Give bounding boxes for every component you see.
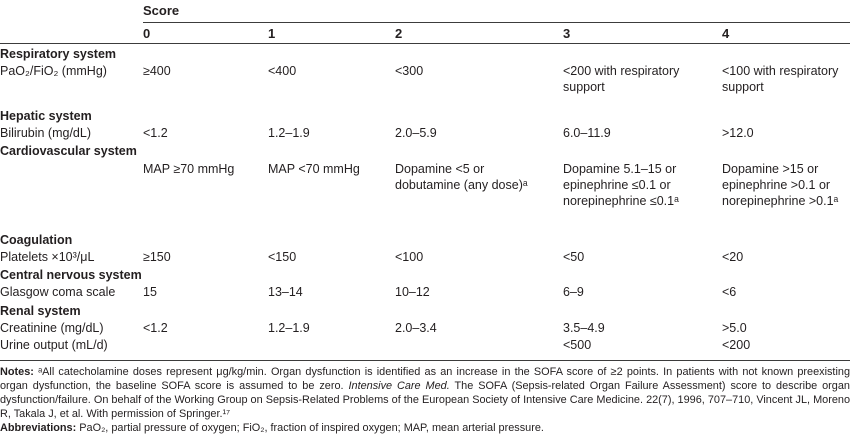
value-cell: <50: [563, 249, 585, 264]
value-cell: ≥150: [143, 249, 171, 264]
row-label: Urine output (mL/d): [0, 338, 108, 352]
score-col-1: 1: [268, 22, 395, 44]
abbreviations-text: PaO₂, partial pressure of oxygen; FiO₂, …: [76, 422, 544, 434]
score-col-2: 2: [395, 22, 563, 44]
table-row-glasgow: Glasgow coma scale 15 13–14 10–12 6–9 <6: [0, 283, 850, 300]
value-cell: MAP <70 mmHg: [268, 161, 360, 176]
value-cell: <150: [268, 249, 297, 264]
value-cell: <200: [722, 338, 751, 352]
value-cell: <20: [722, 249, 744, 264]
empty-corner-cell: [0, 0, 143, 22]
value-cell: 2.0–5.9: [395, 126, 437, 140]
table-row-platelets: Platelets ×10³/μL ≥150 <150 <100 <50 <20: [0, 248, 850, 265]
value-cell: 10–12: [395, 285, 430, 300]
notes-text-2: The SOFA (Sepsis-related Organ Failure A…: [0, 380, 850, 420]
score-col-3: 3: [563, 22, 722, 44]
table-row-map-dopamine: MAP ≥70 mmHg MAP <70 mmHg Dopamine <5 or…: [0, 160, 850, 230]
notes-label: Notes:: [0, 366, 34, 378]
empty-corner-cell: [0, 22, 143, 44]
abbreviations: Abbreviations: PaO₂, partial pressure of…: [0, 421, 850, 435]
value-cell: <100: [395, 249, 424, 264]
value-cell: >12.0: [722, 126, 754, 140]
value-cell: <300: [395, 63, 424, 78]
value-cell: <200 with respiratory support: [563, 63, 680, 94]
section-title: Central nervous system: [0, 268, 142, 282]
value-cell: Dopamine >15 or epinephrine >0.1 or nore…: [722, 161, 839, 209]
value-cell: [268, 336, 395, 358]
row-label: PaO₂/FiO₂ (mmHg): [0, 63, 107, 78]
section-header-cns: Central nervous system: [0, 265, 850, 283]
section-title: Coagulation: [0, 232, 73, 247]
section-header-coagulation: Coagulation: [0, 230, 850, 248]
value-cell: <500: [563, 338, 592, 352]
value-cell: Dopamine <5 or dobutamine (any dose)ᵃ: [395, 161, 528, 192]
section-header-renal: Renal system: [0, 301, 850, 319]
table-row-pao2: PaO₂/FiO₂ (mmHg) ≥400 <400 <300 <200 wit…: [0, 62, 850, 106]
value-cell: Dopamine 5.1–15 or epinephrine ≤0.1 or n…: [563, 161, 679, 209]
value-cell: [395, 336, 563, 358]
row-label: Bilirubin (mg/dL): [0, 126, 92, 140]
value-cell: <400: [268, 63, 297, 78]
table-row-bilirubin: Bilirubin (mg/dL) <1.2 1.2–1.9 2.0–5.9 6…: [0, 124, 850, 141]
score-number-row: 0 1 2 3 4: [0, 22, 850, 44]
score-header-row: Score: [0, 0, 850, 23]
notes-text-1: ᵃAll catecholamine doses represent μg/kg…: [0, 366, 850, 392]
score-col-0: 0: [143, 22, 268, 44]
value-cell: <1.2: [143, 320, 168, 335]
section-header-respiratory: Respiratory system: [0, 43, 850, 62]
row-label: Glasgow coma scale: [0, 285, 116, 300]
value-cell: 2.0–3.4: [395, 320, 437, 335]
abbreviations-label: Abbreviations:: [0, 422, 77, 434]
table-row-urine-output: Urine output (mL/d) <500 <200: [0, 336, 850, 358]
value-cell: 6–9: [563, 285, 584, 300]
value-cell: 1.2–1.9: [268, 126, 310, 140]
value-cell: <1.2: [143, 126, 168, 140]
section-title: Respiratory system: [0, 46, 117, 61]
notes: Notes: ᵃAll catecholamine doses represen…: [0, 365, 850, 421]
value-cell: >5.0: [722, 320, 747, 335]
value-cell: 3.5–4.9: [563, 320, 605, 335]
value-cell: <6: [722, 285, 737, 300]
section-title: Renal system: [0, 303, 81, 318]
value-cell: 1.2–1.9: [268, 320, 310, 335]
value-cell: ≥400: [143, 63, 171, 78]
footer-divider: [0, 360, 850, 361]
row-label: Creatinine (mg/dL): [0, 320, 104, 335]
row-label: [0, 160, 143, 230]
table-row-creatinine: Creatinine (mg/dL) <1.2 1.2–1.9 2.0–3.4 …: [0, 319, 850, 336]
section-header-hepatic: Hepatic system: [0, 106, 850, 124]
value-cell: 6.0–11.9: [563, 126, 611, 140]
score-header: Score: [143, 0, 850, 23]
value-cell: <100 with respiratory support: [722, 63, 839, 94]
value-cell: [143, 336, 268, 358]
score-col-4: 4: [722, 22, 850, 44]
row-label: Platelets ×10³/μL: [0, 249, 95, 264]
value-cell: MAP ≥70 mmHg: [143, 161, 235, 176]
value-cell: 13–14: [268, 285, 303, 300]
section-title: Cardiovascular system: [0, 144, 137, 159]
section-title: Hepatic system: [0, 108, 92, 123]
notes-journal-italic: Intensive Care Med.: [348, 380, 450, 392]
sofa-score-table: Score 0 1 2 3 4 Respiratory system PaO₂/…: [0, 0, 850, 358]
section-header-cardiovascular: Cardiovascular system: [0, 141, 850, 159]
value-cell: 15: [143, 285, 157, 300]
